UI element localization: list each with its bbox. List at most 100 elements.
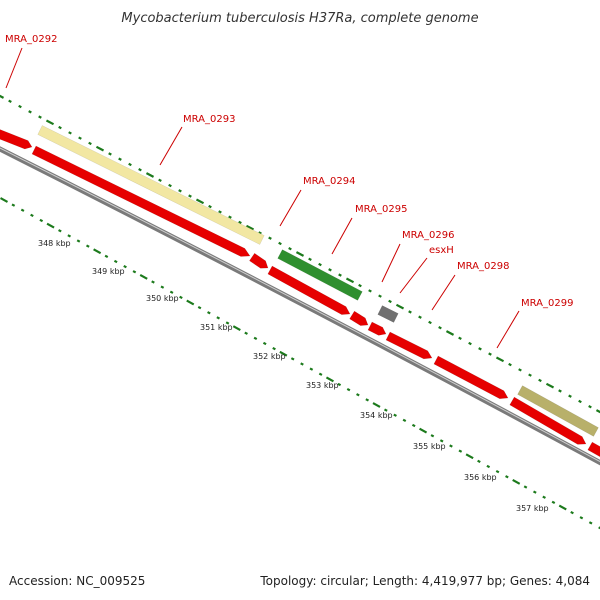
callout-line-mra-0295 — [331, 217, 353, 255]
lower-tick — [113, 259, 118, 264]
upper-tick — [168, 183, 172, 188]
upper-tick — [588, 405, 592, 409]
upper-tick — [318, 262, 322, 267]
kbp-label: 357 kbp — [516, 504, 549, 513]
upper-tick — [568, 394, 572, 398]
upper-tick — [358, 283, 362, 288]
cds-arrow — [0, 127, 33, 150]
kbp-label: 350 kbp — [146, 294, 179, 303]
lower-tick — [39, 218, 44, 223]
kbp-label: 352 kbp — [253, 352, 286, 361]
lower-tick — [372, 402, 381, 408]
lower-tick — [244, 331, 248, 335]
upper-tick — [138, 168, 142, 172]
lower-tick — [139, 273, 148, 280]
lower-tick — [325, 376, 334, 383]
cds-arrow — [267, 265, 351, 315]
genome-backbone — [0, 146, 600, 466]
lower-tick — [272, 346, 276, 351]
upper-tick — [338, 273, 342, 277]
cds-arrow — [433, 355, 509, 399]
callout-line-mra-0296 — [381, 243, 401, 283]
lower-tick — [523, 485, 528, 489]
upper-tick — [18, 104, 22, 109]
lower-tick — [186, 299, 195, 306]
cds-arrow — [509, 396, 587, 445]
lower-tick — [232, 325, 241, 332]
upper-tick — [538, 378, 542, 383]
upper-tick — [558, 389, 562, 393]
lower-tick — [20, 208, 25, 212]
upper-tick — [295, 251, 305, 257]
upper-tick — [408, 310, 412, 314]
kbp-label: 351 kbp — [200, 323, 233, 332]
upper-tick — [258, 231, 262, 235]
callout-line-esxh — [399, 257, 428, 294]
lower-tick — [579, 516, 584, 520]
upper-tick — [308, 257, 312, 261]
feature-bar-green — [277, 249, 363, 301]
lower-tick — [512, 478, 521, 485]
kbp-labels: 348 kbp 349 kbp 350 kbp 351 kbp 352 kbp 353 k… — [38, 239, 549, 513]
upper-tick — [188, 194, 192, 198]
lower-tick — [160, 285, 165, 289]
upper-tick — [58, 125, 62, 130]
upper-tick — [438, 326, 442, 330]
lower-tick — [551, 500, 556, 505]
upper-tick — [38, 115, 42, 119]
kbp-label: 356 kbp — [464, 473, 497, 482]
upper-tick — [278, 241, 282, 246]
gene-label-esxh: esxH — [429, 245, 454, 256]
lower-tick — [486, 464, 491, 469]
lower-tick — [411, 423, 416, 428]
upper-tick — [238, 220, 242, 225]
lower-tick — [458, 449, 463, 453]
upper-tick — [208, 204, 212, 209]
feature-track — [37, 125, 599, 437]
upper-tick-track — [0, 94, 600, 414]
feature-bar-grey — [377, 305, 399, 323]
upper-tick — [478, 347, 482, 351]
gene-label-mra-0295: MRA_0295 — [355, 204, 407, 215]
upper-tick — [195, 198, 205, 205]
lower-tick — [11, 203, 16, 207]
upper-tick — [368, 289, 372, 293]
lower-tick — [151, 280, 155, 284]
lower-tick — [465, 453, 474, 460]
lower-tick — [279, 350, 288, 357]
lower-tick — [262, 341, 267, 346]
upper-tick — [388, 299, 392, 304]
cds-arrow — [367, 321, 387, 336]
lower-tick — [30, 213, 34, 218]
accession-text: Accession: NC_009525 — [9, 574, 146, 588]
upper-tick — [0, 94, 5, 99]
upper-tick — [118, 157, 122, 161]
upper-tick — [528, 373, 532, 377]
upper-tick — [418, 315, 422, 319]
lower-tick — [495, 469, 500, 474]
upper-tick — [128, 162, 132, 167]
upper-tick — [245, 224, 255, 231]
gene-label-mra-0298: MRA_0298 — [457, 261, 509, 272]
lower-tick — [439, 439, 444, 443]
lower-tick — [318, 372, 323, 376]
upper-tick — [108, 152, 112, 156]
upper-tick — [445, 330, 455, 336]
lower-tick — [132, 270, 137, 274]
lower-tick — [93, 248, 102, 255]
lower-tick — [402, 418, 407, 423]
cds-arrow — [31, 145, 251, 257]
lower-tick — [290, 357, 295, 361]
lower-tick — [169, 290, 174, 294]
upper-tick — [228, 215, 232, 219]
lower-tick — [179, 295, 183, 300]
lower-tick — [197, 305, 202, 310]
lower-tick — [365, 398, 370, 402]
lower-tick — [393, 413, 397, 417]
callout-line-mra-0299 — [496, 310, 520, 349]
upper-tick — [95, 145, 105, 152]
upper-tick — [145, 172, 155, 178]
lower-tick — [588, 521, 593, 525]
upper-tick — [508, 362, 512, 367]
